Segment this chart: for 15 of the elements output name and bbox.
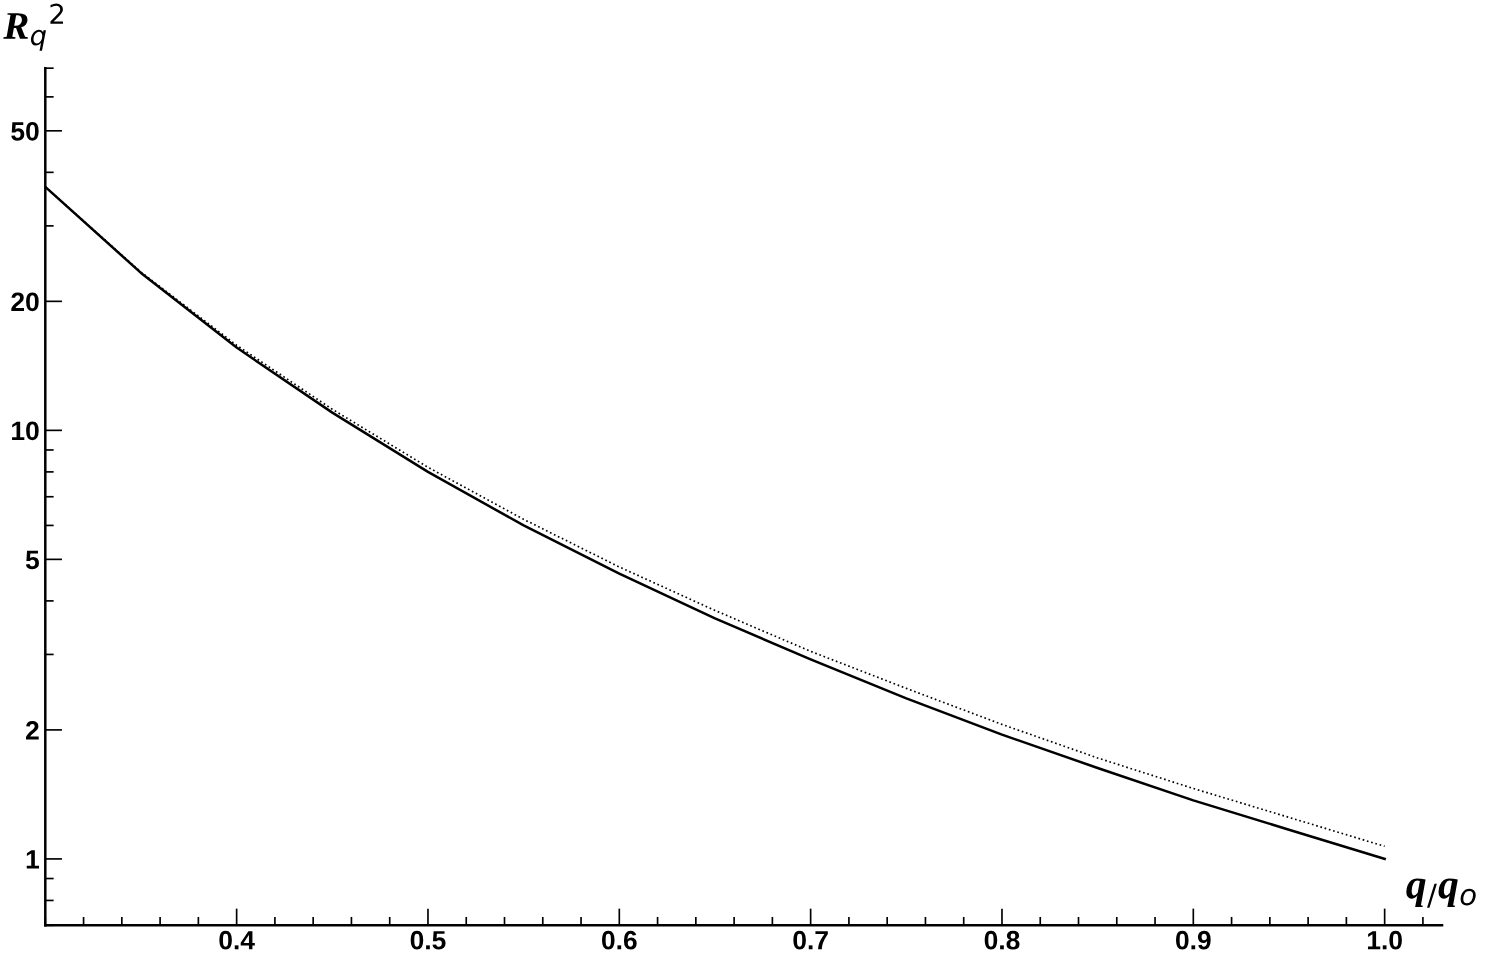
x-axis-title: q$_{/}$q$_{o}$ [1406,878,1476,908]
x-tick-label: 0.4 [219,930,255,950]
x-tick-label: 0.6 [602,930,637,950]
y-tick-label: 20 [11,292,39,312]
x-tick-label: 0.9 [1176,930,1211,950]
x-tick-label: 0.7 [793,930,828,950]
y-tick-label: 10 [12,421,39,441]
x-tick-label: 1.0 [1367,930,1402,950]
y-tick-label: 1 [26,850,40,869]
x-tick-label: 0.5 [410,930,446,950]
x-tick-label: 0.8 [984,930,1020,950]
y-tick-label: 2 [25,721,39,740]
y-tick-label: 50 [11,121,39,141]
y-axis-title: R$_{q}$$^{2}$ [3,3,64,51]
y-tick-label: 5 [25,550,40,570]
